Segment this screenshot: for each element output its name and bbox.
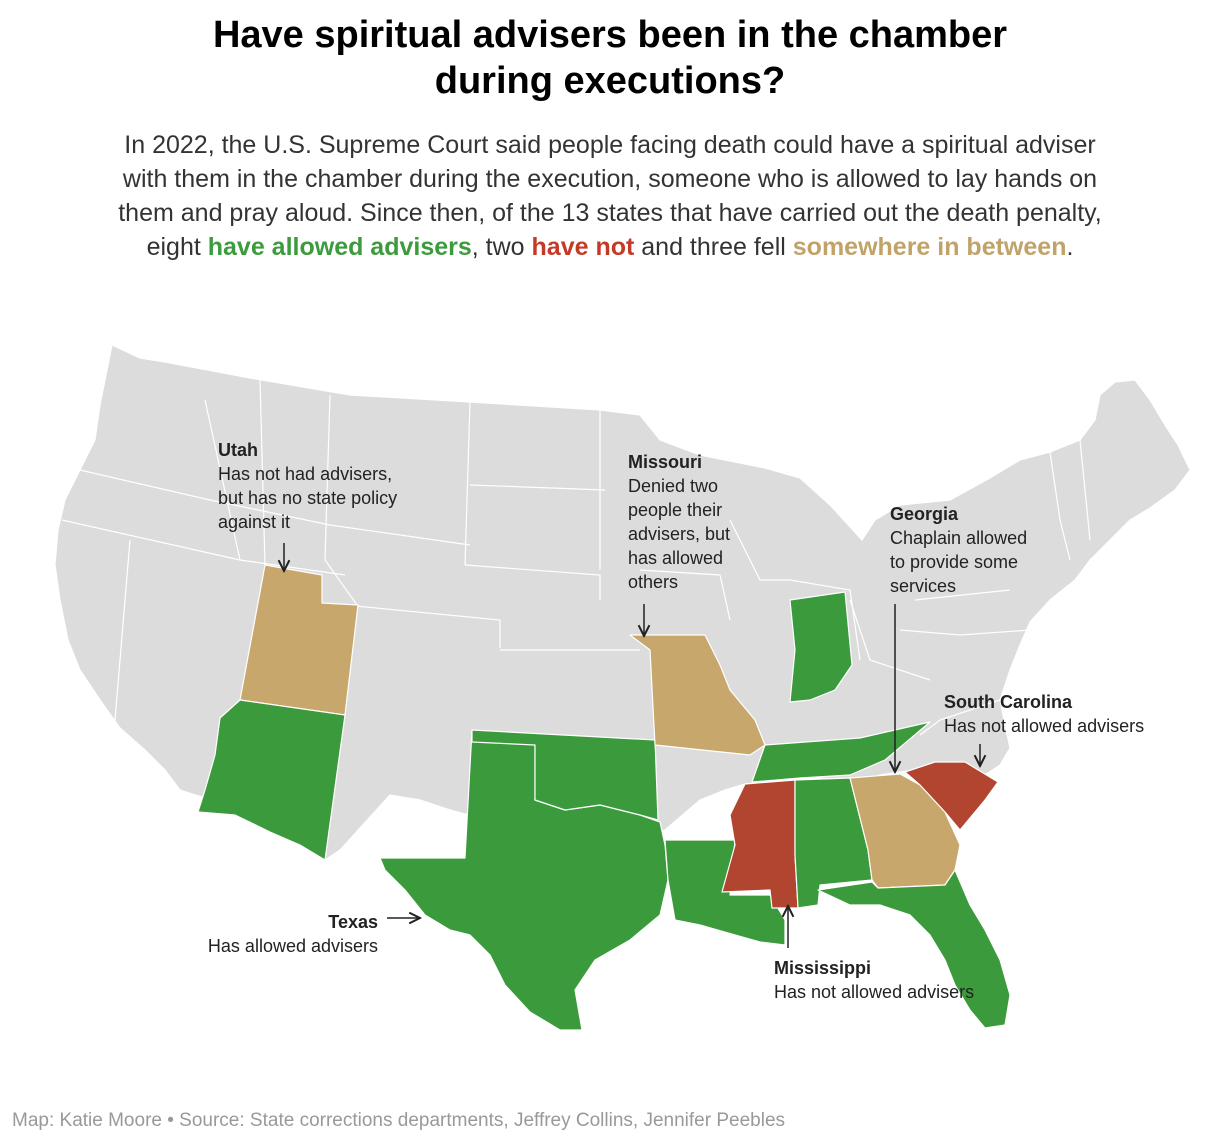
subtitle-text: , two xyxy=(471,233,532,261)
state-south-carolina xyxy=(904,761,999,831)
subtitle-text: eight xyxy=(146,233,208,261)
subtitle-line-2: with them in the chamber during the exec… xyxy=(122,165,1098,193)
annotation-text: Has allowed advisers xyxy=(207,936,378,956)
annotation-georgia: Georgia Chaplain allowed to provide some… xyxy=(890,502,1027,598)
annotation-text: Chaplain allowed xyxy=(890,528,1028,548)
legend-allowed: have allowed advisers xyxy=(207,233,472,261)
annotation-text: but has no state policy xyxy=(218,488,398,508)
subtitle-text: . xyxy=(1066,233,1074,261)
legend-not-allowed: have not xyxy=(531,233,635,261)
subtitle-line-4: eight have allowed advisers, two have no… xyxy=(40,230,1180,264)
annotation-text: Has not allowed advisers xyxy=(944,716,1145,736)
subtitle-line-3: them and pray aloud. Since then, of the … xyxy=(118,199,1102,227)
annotation-text: people their xyxy=(628,500,723,520)
annotation-text: others xyxy=(628,572,679,592)
subtitle: In 2022, the U.S. Supreme Court said peo… xyxy=(40,128,1180,264)
annotation-missouri: Missouri Denied two people their adviser… xyxy=(628,450,730,594)
map-title: Have spiritual advisers been in the cham… xyxy=(0,12,1220,104)
annotation-south-carolina: South Carolina Has not allowed advisers xyxy=(944,690,1144,738)
annotation-text: has allowed xyxy=(628,548,724,568)
annotation-utah: Utah Has not had advisers, but has no st… xyxy=(218,438,397,534)
state-arizona xyxy=(197,699,346,861)
title-line-1: Have spiritual advisers been in the cham… xyxy=(212,14,1008,56)
annotation-title: Utah xyxy=(218,440,258,460)
annotation-text: advisers, but xyxy=(628,524,731,544)
annotation-text: Has not allowed advisers xyxy=(774,982,975,1002)
annotation-title: Georgia xyxy=(890,504,959,524)
state-boundaries xyxy=(61,379,1091,736)
subtitle-line-1: In 2022, the U.S. Supreme Court said peo… xyxy=(124,131,1096,159)
annotation-texas: Texas Has allowed advisers xyxy=(188,910,378,958)
annotation-text: to provide some xyxy=(890,552,1019,572)
state-missouri xyxy=(629,634,766,756)
legend-in-between: somewhere in between xyxy=(792,233,1067,261)
annotation-text: services xyxy=(890,576,957,596)
annotation-mississippi: Mississippi Has not allowed advisers xyxy=(774,956,974,1004)
annotation-text: Denied two xyxy=(628,476,719,496)
state-oklahoma xyxy=(471,729,659,821)
annotation-title: Mississippi xyxy=(774,958,872,978)
annotation-title: Texas xyxy=(328,912,378,932)
annotation-title: Missouri xyxy=(628,452,703,472)
annotation-text: against it xyxy=(218,512,291,532)
state-tennessee xyxy=(751,721,931,783)
annotation-title: South Carolina xyxy=(944,692,1073,712)
title-line-2: during executions? xyxy=(434,60,786,102)
annotation-arrows xyxy=(284,543,980,948)
annotation-text: Has not had advisers, xyxy=(218,464,393,484)
source-credit: Map: Katie Moore • Source: State correct… xyxy=(12,1110,786,1131)
state-indiana xyxy=(789,591,853,703)
subtitle-text: and three fell xyxy=(634,233,793,261)
state-florida xyxy=(817,869,1011,1029)
